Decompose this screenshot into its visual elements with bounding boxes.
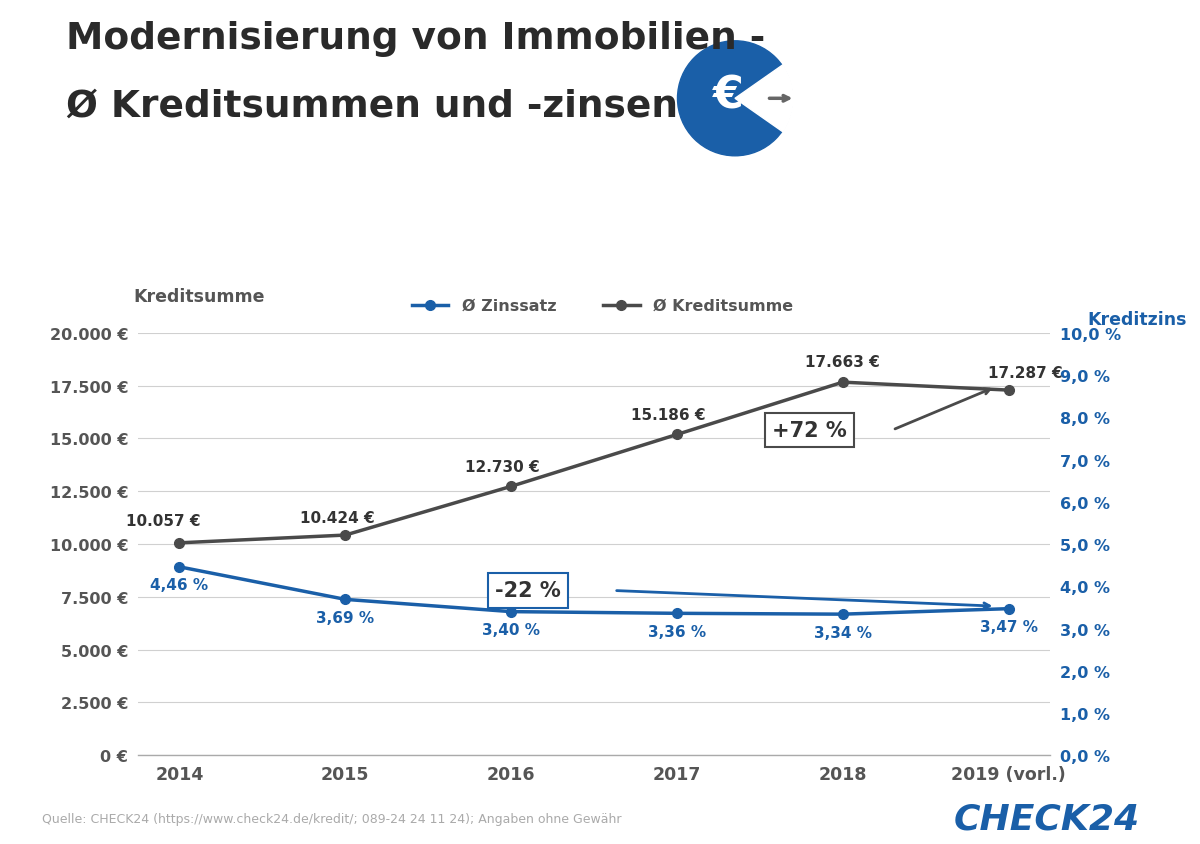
Text: Modernisierung von Immobilien -: Modernisierung von Immobilien - [66,21,766,57]
Text: 4,46 %: 4,46 % [150,577,209,592]
Text: Ø Kreditsummen und -zinsen: Ø Kreditsummen und -zinsen [66,89,678,125]
Text: Quelle: CHECK24 (https://www.check24.de/kredit/; 089-24 24 11 24); Angaben ohne : Quelle: CHECK24 (https://www.check24.de/… [42,813,622,825]
Y-axis label: Kreditzins: Kreditzins [1087,311,1187,328]
Text: 3,40 %: 3,40 % [482,622,540,637]
Text: 10.057 €: 10.057 € [126,513,200,528]
Text: 3,34 %: 3,34 % [814,625,871,640]
Text: 10.424 €: 10.424 € [300,510,374,525]
Text: +72 %: +72 % [772,420,847,441]
Text: 15.186 €: 15.186 € [631,408,706,422]
Circle shape [678,41,792,157]
Wedge shape [734,66,793,133]
Text: €: € [713,75,744,118]
Text: 3,47 %: 3,47 % [979,619,1038,635]
Text: Kreditsumme: Kreditsumme [133,288,265,306]
Text: CHECK24: CHECK24 [954,802,1140,836]
Text: Ø Kreditsumme: Ø Kreditsumme [653,299,793,313]
Text: 3,69 %: 3,69 % [317,610,374,625]
Text: 3,36 %: 3,36 % [648,624,706,639]
Text: 17.663 €: 17.663 € [805,355,880,370]
Text: Ø Zinssatz: Ø Zinssatz [462,299,557,313]
Text: 12.730 €: 12.730 € [466,459,540,474]
Text: 17.287 €: 17.287 € [988,365,1062,380]
Text: -22 %: -22 % [494,581,560,601]
